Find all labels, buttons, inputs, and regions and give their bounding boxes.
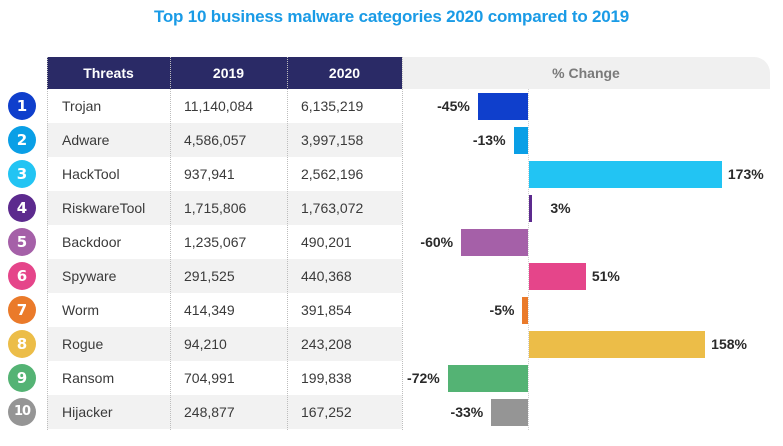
value-2019: 291,525 <box>184 268 235 284</box>
rank-badge: 5 <box>8 228 36 256</box>
threat-name: Adware <box>62 132 110 148</box>
column-header-change: % Change <box>402 57 770 89</box>
change-bar <box>529 331 706 358</box>
threat-name: Trojan <box>62 98 102 114</box>
change-bar <box>522 297 528 324</box>
change-label: 173% <box>727 166 764 182</box>
change-label: 3% <box>550 200 571 216</box>
threat-name: HackTool <box>62 166 120 182</box>
row-band <box>47 123 402 157</box>
value-2019: 704,991 <box>184 370 235 386</box>
rank-badge: 4 <box>8 194 36 222</box>
change-bar <box>513 127 528 154</box>
column-divider <box>287 57 288 430</box>
change-bar <box>491 399 528 426</box>
value-2020: 1,763,072 <box>301 200 364 216</box>
rank-badge: 2 <box>8 126 36 154</box>
value-2020: 243,208 <box>301 336 352 352</box>
value-2019: 11,140,084 <box>184 98 254 114</box>
value-2019: 1,235,067 <box>184 234 247 250</box>
change-label: 158% <box>711 336 747 352</box>
change-bar <box>529 161 722 188</box>
rank-badge: 6 <box>8 262 36 290</box>
change-label: -5% <box>489 302 515 318</box>
value-2020: 199,838 <box>301 370 352 386</box>
rank-badge: 3 <box>8 160 36 188</box>
column-divider <box>402 57 403 430</box>
table-header <box>47 57 402 89</box>
change-label: -60% <box>420 234 454 250</box>
change-label: -72% <box>407 370 440 386</box>
rank-badge: 1 <box>8 92 36 120</box>
rank-badge: 9 <box>8 364 36 392</box>
change-bar <box>447 365 528 392</box>
chart-title: Top 10 business malware categories 2020 … <box>153 7 630 26</box>
change-label: 51% <box>591 268 620 284</box>
rank-badge: 10 <box>8 398 36 426</box>
value-2020: 3,997,158 <box>301 132 364 148</box>
column-header-2019: 2019 <box>212 65 245 81</box>
value-2020: 490,201 <box>301 234 352 250</box>
value-2020: 391,854 <box>301 302 352 318</box>
column-header-threats: Threats <box>83 65 134 81</box>
column-divider <box>170 57 171 430</box>
change-label: -33% <box>450 404 484 420</box>
zero-axis-line <box>528 89 529 430</box>
rank-badge: 7 <box>8 296 36 324</box>
value-2019: 1,715,806 <box>184 200 247 216</box>
row-band <box>47 259 402 293</box>
column-header-2020: 2020 <box>328 65 361 81</box>
row-band <box>47 327 402 361</box>
change-bar <box>477 93 528 120</box>
value-2020: 6,135,219 <box>301 98 364 114</box>
threat-name: Worm <box>62 302 100 318</box>
value-2019: 94,210 <box>184 336 227 352</box>
value-2019: 4,586,057 <box>184 132 247 148</box>
change-bar <box>529 195 533 222</box>
rank-badge: 8 <box>8 330 36 358</box>
threat-name: Rogue <box>62 336 104 352</box>
row-band <box>47 191 402 225</box>
threat-name: Ransom <box>62 370 115 386</box>
row-band <box>47 395 402 429</box>
change-bar <box>461 229 528 256</box>
value-2019: 414,349 <box>184 302 235 318</box>
threat-name: RiskwareTool <box>62 200 146 216</box>
change-label: -45% <box>437 98 470 114</box>
threat-name: Backdoor <box>62 234 122 250</box>
value-2020: 440,368 <box>301 268 352 284</box>
change-bar <box>529 263 586 290</box>
value-2020: 167,252 <box>301 404 352 420</box>
value-2020: 2,562,196 <box>301 166 364 182</box>
value-2019: 248,877 <box>184 404 235 420</box>
threat-name: Hijacker <box>62 404 113 420</box>
threat-name: Spyware <box>62 268 117 284</box>
column-divider <box>47 57 48 430</box>
change-label: -13% <box>472 132 506 148</box>
value-2019: 937,941 <box>184 166 235 182</box>
